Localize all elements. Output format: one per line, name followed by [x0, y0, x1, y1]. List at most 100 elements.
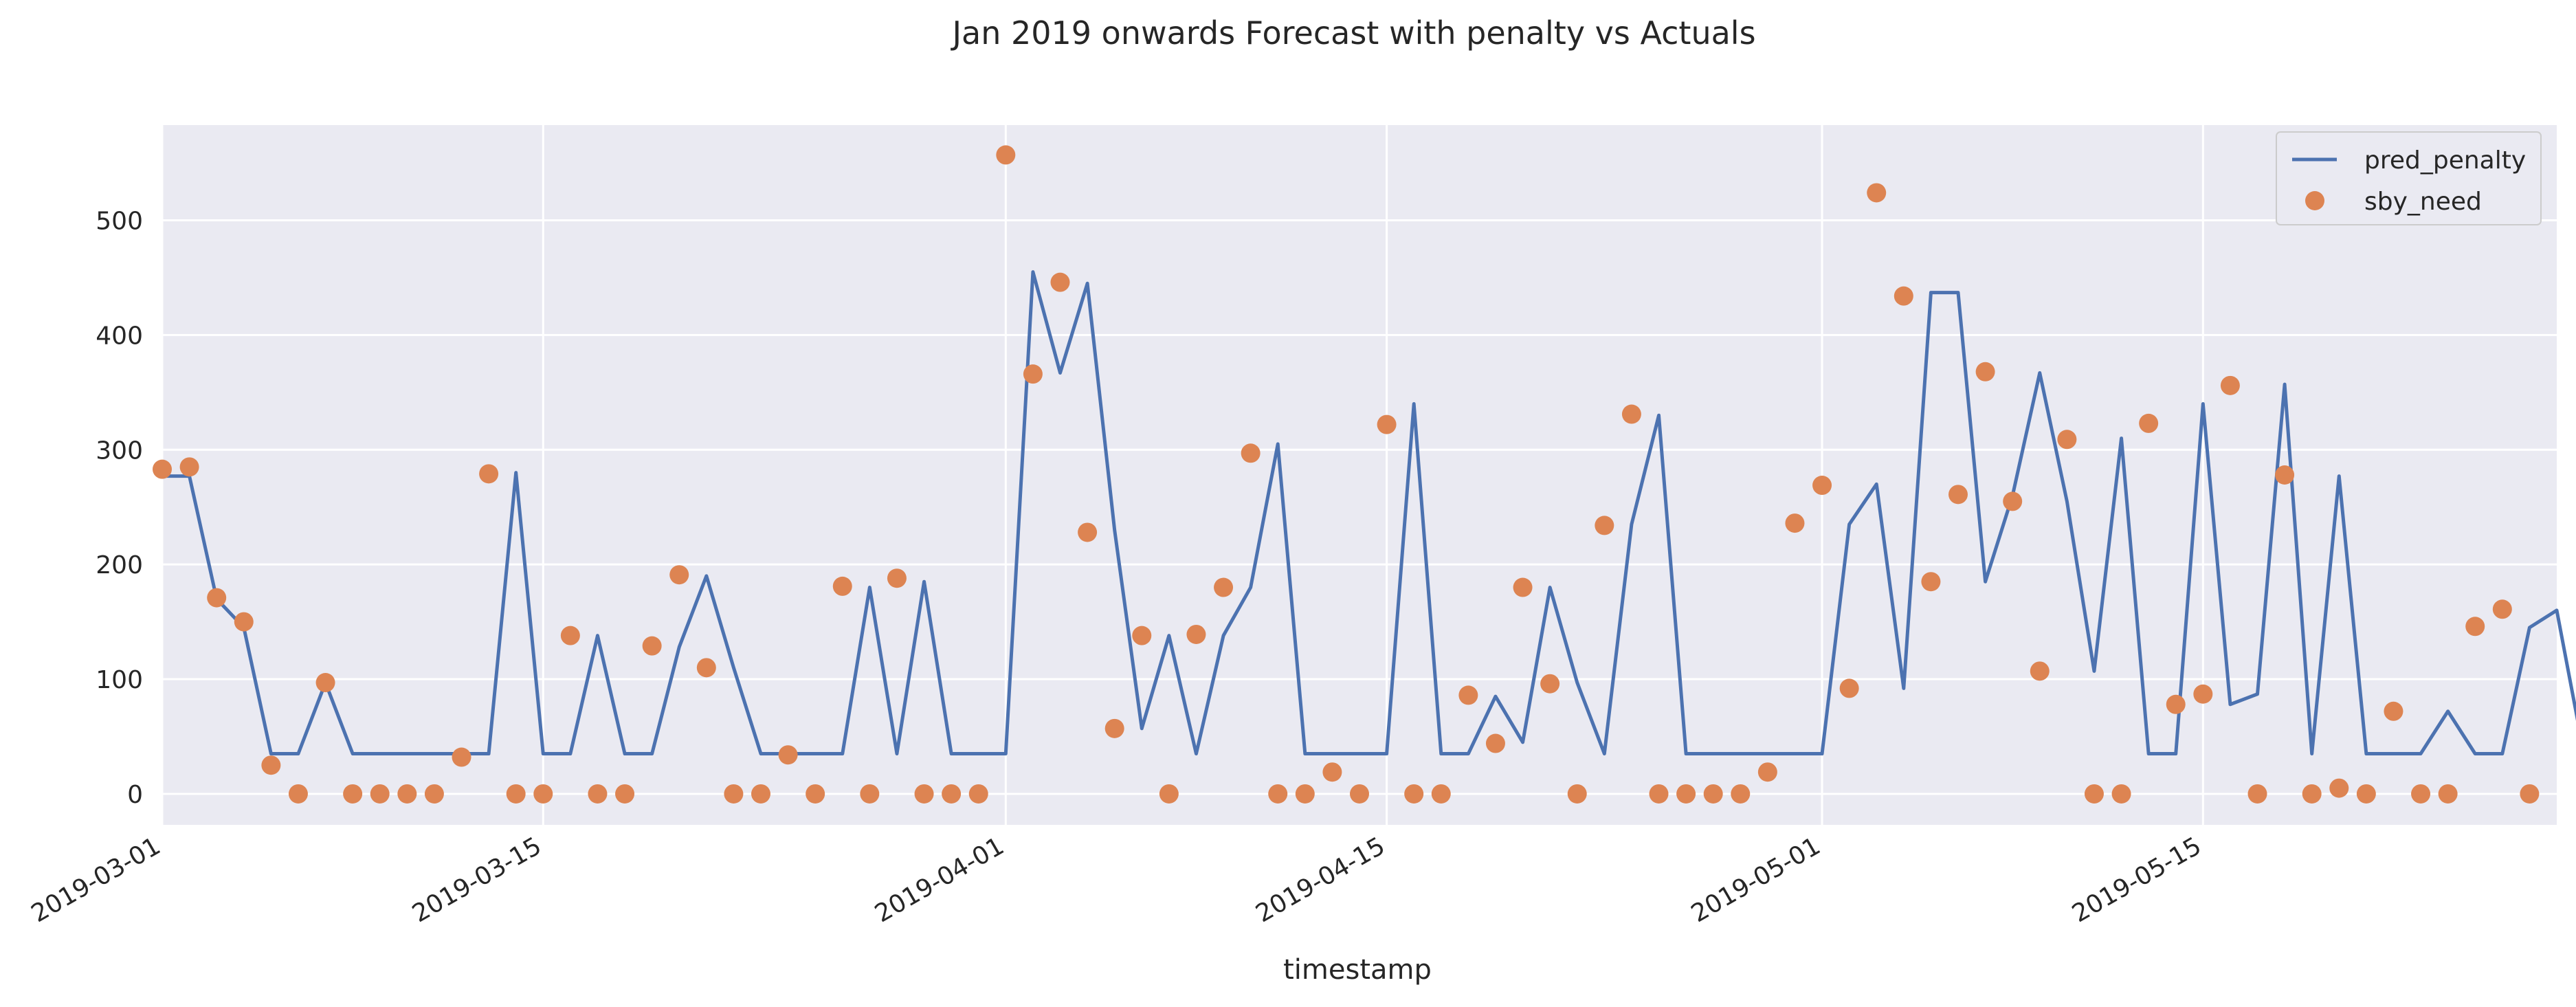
x-tick-label: 2019-04-15: [1251, 832, 1390, 928]
sby-need-point: [778, 745, 798, 765]
x-axis-label: timestamp: [1283, 954, 1432, 986]
y-tick-label: 400: [96, 322, 143, 350]
sby-need-point: [479, 464, 499, 484]
sby-need-point: [832, 576, 852, 596]
sby-need-point: [2302, 784, 2322, 804]
sby-need-point: [1540, 674, 1560, 694]
sby-need-point: [1023, 364, 1043, 384]
sby-need-point: [1104, 718, 1124, 738]
sby-need-point: [860, 784, 880, 804]
sby-need-point: [261, 755, 281, 775]
sby-need-point: [1485, 733, 1505, 753]
sby-need-point: [2247, 784, 2267, 804]
legend: pred_penalty sby_need: [2276, 131, 2542, 225]
x-tick-label: 2019-03-15: [408, 832, 546, 928]
sby-need-point: [1377, 414, 1397, 434]
sby-need-point: [887, 568, 907, 588]
sby-need-point: [2411, 784, 2431, 804]
sby-need-point: [2438, 784, 2458, 804]
sby-need-point: [2166, 694, 2186, 714]
sby-need-point: [2030, 661, 2050, 681]
x-axis: 2019-03-01 2019-03-15 2019-04-01 2019-04-15…: [27, 832, 2206, 928]
sby-need-point: [1595, 516, 1614, 535]
legend-label-pred-penalty: pred_penalty: [2364, 146, 2526, 175]
sby-need-point: [1431, 784, 1451, 804]
sby-need-point: [1812, 476, 1832, 496]
sby-need-point: [1757, 762, 1777, 782]
sby-need-point: [1621, 404, 1641, 424]
sby-need-point: [2003, 491, 2023, 511]
sby-need-point: [424, 784, 444, 804]
sby-need-point: [806, 784, 825, 804]
sby-need-point: [1404, 784, 1424, 804]
pred-penalty-line: [162, 270, 2576, 756]
sby-need-point: [1975, 362, 1995, 381]
sby-need-point: [2492, 599, 2512, 619]
sby-need-point: [2220, 375, 2240, 395]
x-tick-label: 2019-03-01: [27, 832, 166, 928]
sby-need-point: [179, 457, 199, 477]
sby-need-point: [914, 784, 934, 804]
sby-need-point: [751, 784, 770, 804]
sby-need-point: [1241, 443, 1261, 463]
sby-need-point: [2384, 701, 2403, 721]
sby-need-point: [2084, 784, 2104, 804]
sby-need-point: [2356, 784, 2376, 804]
sby-need-point: [1867, 183, 1887, 203]
sby-need-point: [1894, 286, 1913, 306]
sby-need-point: [533, 784, 553, 804]
x-tick-label: 2019-04-01: [870, 832, 1009, 928]
sby-need-point: [2111, 784, 2131, 804]
sby-need-point: [1159, 784, 1179, 804]
sby-need-series: [153, 145, 2540, 804]
sby-need-point: [1676, 784, 1696, 804]
sby-need-point: [996, 145, 1016, 165]
sby-need-point: [1350, 784, 1369, 804]
sby-need-point: [560, 626, 580, 645]
legend-label-sby-need: sby_need: [2364, 188, 2482, 216]
pred-penalty-series: [162, 270, 2576, 756]
sby-need-point: [2465, 617, 2485, 637]
sby-need-point: [2057, 430, 2077, 450]
sby-need-point: [1948, 485, 1968, 505]
sby-need-point: [1050, 272, 1070, 292]
sby-need-point: [642, 636, 662, 656]
sby-need-point: [2520, 784, 2540, 804]
sby-need-point: [234, 612, 254, 632]
sby-need-point: [1921, 572, 1941, 592]
sby-need-point: [669, 565, 689, 585]
chart-title: Jan 2019 onwards Forecast with penalty v…: [950, 14, 1755, 52]
sby-need-point: [1295, 784, 1315, 804]
sby-need-point: [1078, 522, 1098, 542]
sby-need-point: [1703, 784, 1723, 804]
sby-need-point: [588, 784, 608, 804]
sby-need-point: [1322, 762, 1342, 782]
sby-need-point: [343, 784, 363, 804]
sby-need-point: [615, 784, 635, 804]
x-tick-label: 2019-05-01: [1687, 832, 1825, 928]
legend-box: [2276, 131, 2542, 225]
y-tick-label: 100: [96, 666, 143, 694]
sby-need-point: [1649, 784, 1669, 804]
sby-need-point: [153, 459, 172, 479]
sby-need-point: [724, 784, 744, 804]
sby-need-point: [1731, 784, 1751, 804]
sby-need-point: [397, 784, 417, 804]
y-tick-label: 0: [127, 781, 143, 809]
sby-need-point: [2329, 778, 2349, 798]
sby-need-point: [1567, 784, 1587, 804]
sby-need-point: [506, 784, 526, 804]
sby-need-point: [968, 784, 988, 804]
sby-need-point: [696, 658, 716, 678]
grid-lines: [161, 125, 2557, 825]
y-axis: 0 100 200 300 400 500: [96, 208, 143, 809]
sby-need-point: [1268, 784, 1288, 804]
sby-need-point: [1186, 624, 1206, 644]
legend-dot-swatch: [2305, 191, 2324, 210]
y-tick-label: 300: [96, 436, 143, 465]
sby-need-point: [1785, 513, 1805, 533]
sby-need-point: [1132, 626, 1152, 645]
sby-need-point: [1458, 685, 1478, 705]
sby-need-point: [370, 784, 390, 804]
